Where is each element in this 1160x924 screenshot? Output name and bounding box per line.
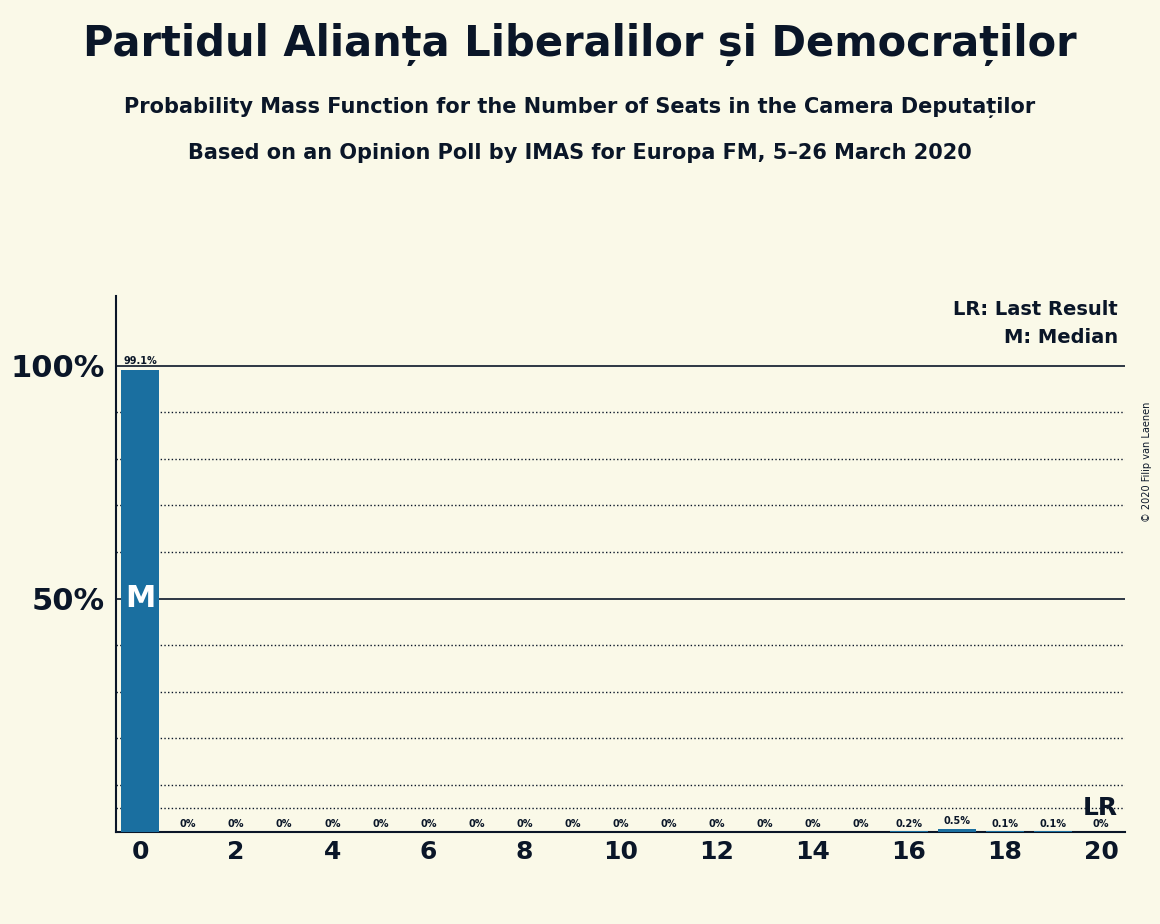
Text: 0%: 0%: [324, 819, 341, 829]
Text: 0.1%: 0.1%: [1039, 819, 1066, 829]
Text: LR: Last Result: LR: Last Result: [954, 300, 1118, 319]
Text: 0.1%: 0.1%: [992, 819, 1018, 829]
Text: 0.2%: 0.2%: [896, 819, 922, 829]
Text: 0%: 0%: [516, 819, 532, 829]
Text: 0%: 0%: [756, 819, 773, 829]
Bar: [937, 829, 977, 832]
Text: 0%: 0%: [276, 819, 292, 829]
Text: © 2020 Filip van Laenen: © 2020 Filip van Laenen: [1141, 402, 1152, 522]
Text: 0%: 0%: [372, 819, 389, 829]
Text: 0%: 0%: [469, 819, 485, 829]
Text: 0%: 0%: [612, 819, 629, 829]
Bar: [890, 831, 928, 832]
Text: 0%: 0%: [805, 819, 821, 829]
Text: M: Median: M: Median: [1003, 328, 1118, 347]
Text: M: M: [125, 584, 155, 614]
Text: 0%: 0%: [660, 819, 677, 829]
Text: 0.5%: 0.5%: [943, 816, 971, 825]
Text: 0%: 0%: [227, 819, 245, 829]
Text: LR: LR: [1083, 796, 1118, 821]
Text: 0%: 0%: [709, 819, 725, 829]
Text: 99.1%: 99.1%: [123, 356, 157, 366]
Text: 0%: 0%: [180, 819, 196, 829]
Bar: [121, 370, 159, 832]
Text: 0%: 0%: [1093, 819, 1109, 829]
Text: 0%: 0%: [564, 819, 581, 829]
Text: Partidul Alianța Liberalilor și Democraților: Partidul Alianța Liberalilor și Democraț…: [84, 23, 1076, 67]
Text: Probability Mass Function for the Number of Seats in the Camera Deputaților: Probability Mass Function for the Number…: [124, 97, 1036, 118]
Text: 0%: 0%: [853, 819, 869, 829]
Text: Based on an Opinion Poll by IMAS for Europa FM, 5–26 March 2020: Based on an Opinion Poll by IMAS for Eur…: [188, 143, 972, 164]
Text: 0%: 0%: [420, 819, 436, 829]
